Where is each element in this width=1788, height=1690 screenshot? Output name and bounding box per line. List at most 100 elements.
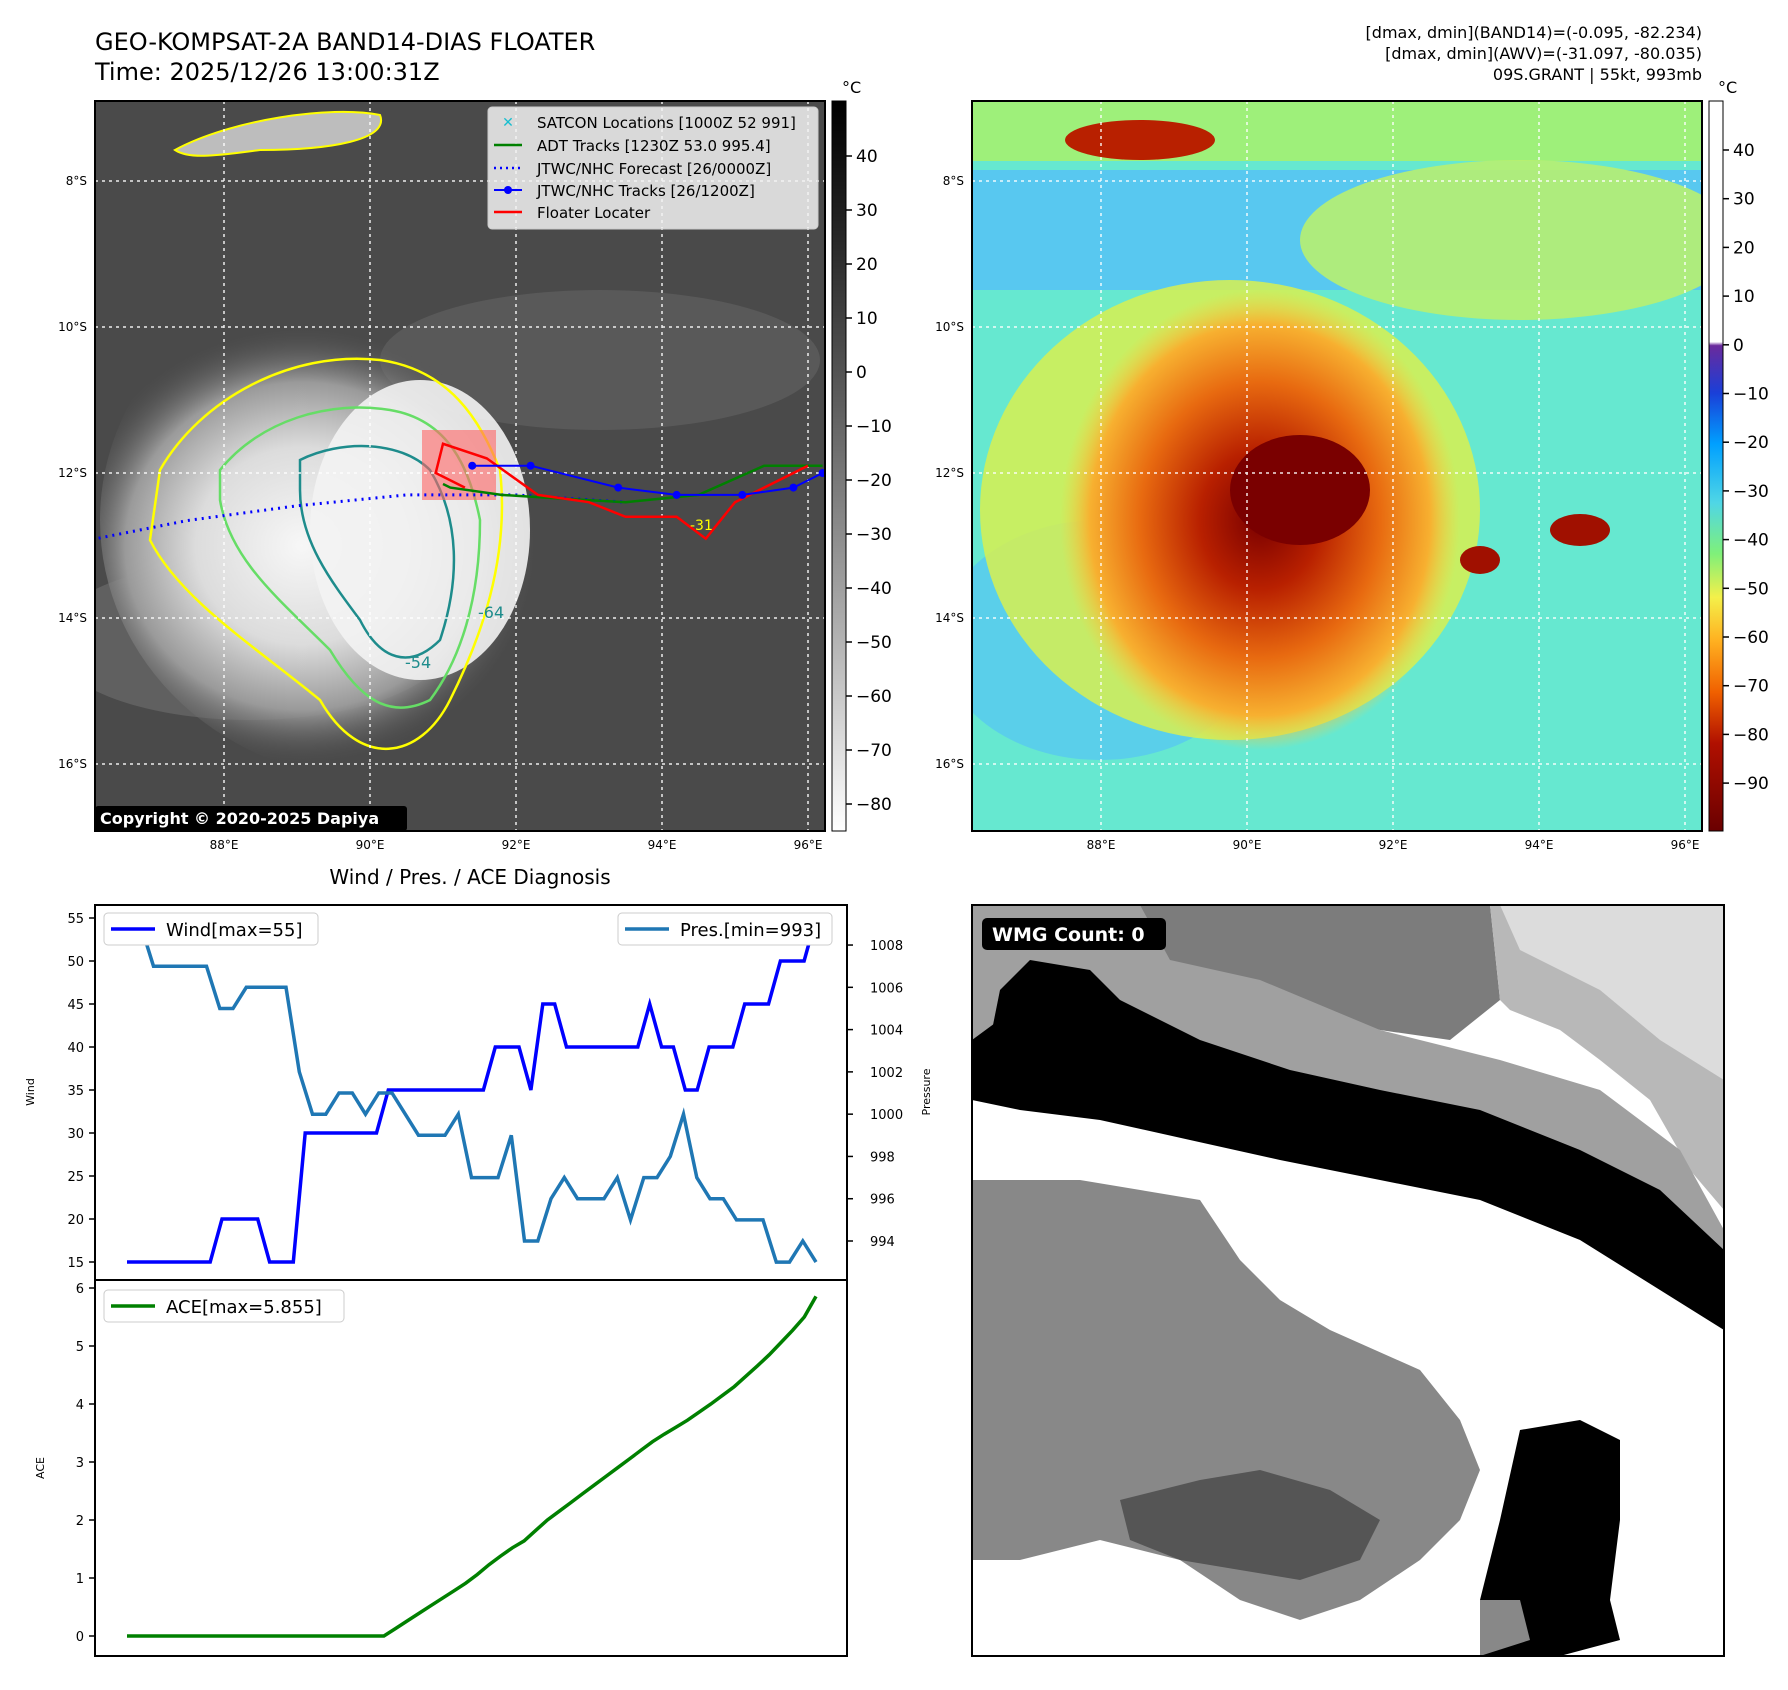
wmg-region-dark-gray-south [1120, 1470, 1380, 1580]
ir-map-frame [94, 100, 826, 832]
pressure-axis-tick-label: 996 [870, 1193, 895, 1208]
adt-track-line [442, 464, 823, 504]
awv-lat-label: 16°S [935, 757, 964, 771]
awv-lat-label: 12°S [935, 466, 964, 480]
pressure-axis-tick-label: 1002 [870, 1066, 903, 1081]
info-line-band14: [dmax, dmin](BAND14)=(-0.095, -82.234) [1366, 23, 1702, 42]
awv-gridlines [972, 101, 1702, 831]
wmg-regions [972, 905, 1724, 1656]
wmg-count-box [982, 918, 1166, 950]
ir-storm-core [310, 380, 530, 680]
bt-colorbar-tick-label: 10 [856, 309, 878, 329]
ir-lat-labels: 8°S 10°S 12°S 14°S 16°S [58, 174, 87, 771]
copyright-text: Copyright © 2020-2025 Dapiya [100, 809, 379, 828]
wind-pres-plot-frame [94, 904, 848, 1281]
bt-colorbar-ramp [831, 100, 847, 832]
wind-series-line [127, 917, 818, 1264]
wmg-region-gray-south-east [1480, 1600, 1530, 1656]
bt-colorbar-tick-label: 20 [856, 255, 878, 275]
wmg-region-black-band [972, 990, 1724, 1330]
ir-cloud-top-north [173, 110, 383, 157]
pressure-axis-tick-label: 998 [870, 1150, 895, 1165]
ir-lat-label: 8°S [66, 174, 87, 188]
bt-colorbar-tick-label: 40 [856, 147, 878, 167]
awv-colorbar-tick-label: −50 [1733, 579, 1769, 599]
bt-colorbar-tick-label: 0 [856, 363, 867, 383]
contour-label-64: -64 [478, 603, 504, 622]
jtwc-track-point [818, 469, 825, 477]
awv-cell-east [1550, 514, 1610, 546]
legend-item-jtwc-forecast: JTWC/NHC Forecast [26/0000Z] [494, 160, 771, 178]
pressure-axis-tick-label: 1004 [870, 1024, 903, 1039]
awv-colorbar-tick-label: −10 [1733, 385, 1769, 405]
wind-axis-tick-label: 30 [67, 1127, 84, 1142]
awv-colorbar-tick-label: 10 [1733, 287, 1755, 307]
awv-lat-labels: 8°S 10°S 12°S 14°S 16°S [935, 174, 964, 771]
ir-map-panel: -64 -54 -31 ✕ SATCON Locations [1000Z 52… [58, 100, 826, 852]
awv-band-moist-east [1300, 160, 1702, 320]
satcon-x-icon: ✕ [502, 115, 514, 131]
awv-lon-label: 94°E [1525, 838, 1554, 852]
ace-legend: ACE[max=5.855] [103, 1289, 345, 1323]
legend-satcon-label: SATCON Locations [1000Z 52 991] [537, 114, 796, 132]
ace-axis-label: ACE [34, 1457, 47, 1479]
awv-lon-label: 90°E [1233, 838, 1262, 852]
figure-title: GEO-KOMPSAT-2A BAND14-DIAS FLOATER [95, 28, 595, 56]
pressure-axis-tick-label: 1000 [870, 1108, 903, 1123]
bt-colorbar-tick-label: −50 [856, 633, 892, 653]
ace-axis-tick-label: 1 [76, 1572, 84, 1587]
ir-lon-label: 90°E [356, 838, 385, 852]
wmg-panel: WMG Count: 0 [971, 904, 1725, 1657]
awv-cell-east-2 [1460, 546, 1500, 574]
legend-adt-label: ADT Tracks [1230Z 53.0 995.4] [537, 137, 771, 155]
ace-axis-tick-label: 4 [76, 1398, 84, 1413]
ir-lat-label: 14°S [58, 611, 87, 625]
wmg-region-mid-gray [1060, 905, 1500, 1040]
ir-lat-label: 16°S [58, 757, 87, 771]
awv-colorbar-tick-label: −60 [1733, 628, 1769, 648]
wind-axis-tick-label: 25 [67, 1170, 84, 1185]
bt-colorbar-tick-label: −30 [856, 525, 892, 545]
wmg-region-black-north [990, 960, 1170, 1080]
contour-label-31: -31 [690, 518, 713, 534]
bt-colorbar-tick-label: −60 [856, 687, 892, 707]
wind-axis-tick-label: 15 [67, 1256, 84, 1271]
ace-plot-frame [94, 1279, 848, 1657]
copyright-box [95, 806, 407, 831]
wind-axis-tick-label: 45 [67, 998, 84, 1013]
legend-item-satcon: ✕ SATCON Locations [1000Z 52 991] [502, 114, 796, 132]
awv-colorbar-tick-label: −40 [1733, 531, 1769, 551]
bt-colorbar-unit: °C [842, 78, 861, 97]
awv-lat-label: 8°S [943, 174, 964, 188]
awv-lon-labels: 88°E 90°E 92°E 94°E 96°E [1087, 838, 1700, 852]
wind-axis-tick-label: 35 [67, 1084, 84, 1099]
ace-series-line [127, 1295, 818, 1638]
pressure-series-line [127, 922, 818, 1264]
wmg-count-label: WMG Count: 0 [992, 924, 1145, 946]
ace-axis-tick-label: 6 [76, 1282, 84, 1297]
pressure-axis-tick-label: 1006 [870, 981, 903, 996]
pressure-axis-label: Pressure [920, 1068, 933, 1115]
awv-colorbar-unit: °C [1718, 78, 1737, 97]
bt-colorbar-tick-label: −20 [856, 471, 892, 491]
awv-lat-label: 10°S [935, 320, 964, 334]
info-line-awv: [dmax, dmin](AWV)=(-31.097, -80.035) [1385, 44, 1702, 63]
pressure-axis-tick-label: 994 [870, 1235, 895, 1250]
diagnosis-title: Wind / Pres. / ACE Diagnosis [329, 865, 610, 889]
wmg-frame [971, 904, 1725, 1657]
wind-legend: Wind[max=55] [103, 912, 319, 946]
awv-colorbar-tick-label: −30 [1733, 482, 1769, 502]
wind-axis-tick-label: 40 [67, 1041, 84, 1056]
pressure-legend-box [617, 912, 833, 946]
ir-lon-label: 96°E [794, 838, 823, 852]
contour-label-54: -54 [405, 653, 431, 672]
ir-lat-label: 12°S [58, 466, 87, 480]
diagnosis-panel: Wind / Pres. / ACE Diagnosis Wind Pressu… [24, 865, 933, 1657]
wind-legend-label: Wind[max=55] [166, 920, 303, 941]
awv-map-panel: 8°S 10°S 12°S 14°S 16°S 88°E 90°E 92°E 9… [935, 100, 1703, 852]
ir-lon-label: 92°E [502, 838, 531, 852]
wmg-region-pale-corner [1500, 905, 1724, 1080]
ir-contour-outer [148, 357, 504, 751]
pressure-legend: Pres.[min=993] [617, 912, 833, 946]
